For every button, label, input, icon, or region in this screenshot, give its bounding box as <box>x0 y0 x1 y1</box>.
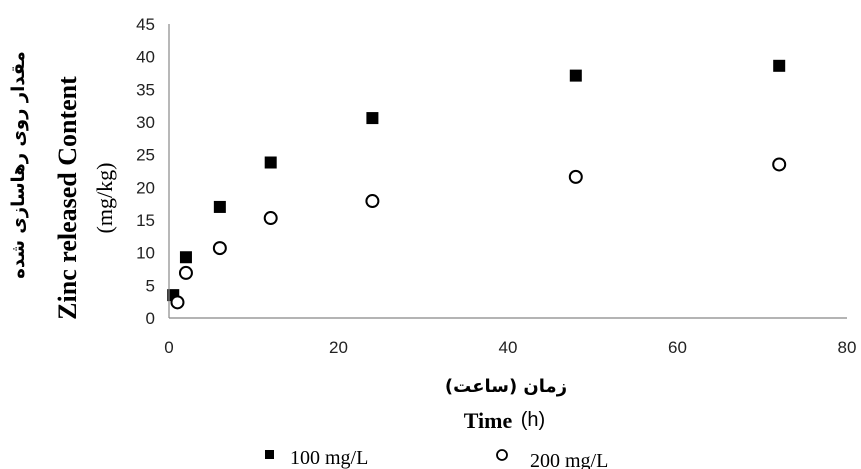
y-tick-label: 10 <box>136 244 155 263</box>
y-tick-label: 35 <box>136 80 155 99</box>
y-tick-label: 5 <box>146 276 155 295</box>
legend-label-100: 100 mg/L <box>290 447 368 469</box>
data-point-square <box>569 69 582 82</box>
data-point-square <box>179 251 192 264</box>
y-tick-label: 45 <box>136 15 155 34</box>
x-axis-label-english: Time <box>464 408 513 433</box>
data-point-circle <box>178 265 193 280</box>
x-tick-label: 0 <box>164 338 173 357</box>
legend-square-marker <box>265 450 274 459</box>
y-tick-label: 15 <box>136 211 155 230</box>
x-axis-label-persian: زمان (ساعت) <box>445 376 567 397</box>
data-point-circle <box>568 169 583 184</box>
legend: 100 mg/L 200 mg/L <box>265 447 608 469</box>
y-tick-label: 40 <box>136 48 155 67</box>
y-tick-label: 30 <box>136 113 155 132</box>
y-tick-label: 0 <box>146 309 155 328</box>
x-tick-label: 40 <box>499 338 518 357</box>
x-tick-labels: 0 20 40 60 80 <box>164 338 856 357</box>
y-tick-labels: 0 5 10 15 20 25 30 35 40 45 <box>136 15 155 328</box>
x-tick-label: 60 <box>668 338 687 357</box>
data-point-square <box>264 156 277 169</box>
x-tick-label: 20 <box>329 338 348 357</box>
data-point-square <box>366 112 379 125</box>
data-point-circle <box>772 157 787 172</box>
plot-area <box>167 59 787 310</box>
data-point-circle <box>263 211 278 226</box>
y-axis-label-unit: (mg/kg) <box>92 163 117 234</box>
data-point-circle <box>170 295 185 310</box>
y-axis-label-english: Zinc released Content <box>53 76 82 320</box>
x-tick-label: 80 <box>838 338 857 357</box>
data-point-square <box>213 200 226 213</box>
x-axis-label-unit: (h) <box>521 409 545 431</box>
data-point-circle <box>212 241 227 256</box>
y-tick-label: 25 <box>136 146 155 165</box>
y-axis-label-persian: مقدار روی رهاسازی شده <box>8 51 29 279</box>
data-point-square <box>773 59 786 72</box>
legend-label-200: 200 mg/L <box>530 450 608 469</box>
legend-circle-marker <box>496 449 508 461</box>
data-point-circle <box>365 194 380 209</box>
axes <box>168 24 847 319</box>
y-tick-label: 20 <box>136 178 155 197</box>
